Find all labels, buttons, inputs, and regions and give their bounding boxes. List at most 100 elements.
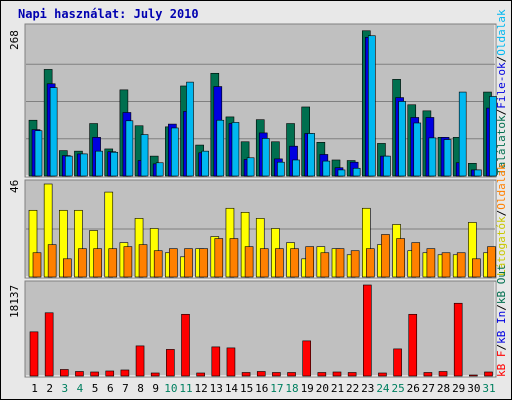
bar-oldalak-day-29 bbox=[458, 91, 467, 177]
bar-kb-f-day-17 bbox=[272, 372, 281, 377]
legend-item-tal-latok: Találatok bbox=[495, 115, 508, 175]
bar-oldalak-day-7 bbox=[125, 120, 134, 177]
bar-oldalak-day-4 bbox=[80, 153, 88, 177]
bar-oldalak-day-26 bbox=[413, 122, 422, 177]
bar-kb-f-day-5 bbox=[90, 371, 99, 377]
x-tick-label-day-24: 24 bbox=[376, 382, 390, 395]
bar-oldalak-day-25 bbox=[396, 238, 405, 278]
bar-kb-f-day-21 bbox=[332, 371, 342, 377]
bar-oldalak-day-29 bbox=[456, 252, 466, 278]
bar-kb-f-day-15 bbox=[241, 372, 251, 377]
x-tick-label-day-31: 31 bbox=[482, 382, 495, 395]
bar-kb-f-day-20 bbox=[317, 372, 327, 377]
x-tick-label-day-17: 17 bbox=[270, 382, 283, 395]
bar-oldalak-day-21 bbox=[337, 169, 346, 177]
bar-oldalak-day-21 bbox=[335, 248, 345, 278]
bar-oldalak-day-27 bbox=[428, 137, 437, 177]
bottom-panel-bars bbox=[29, 284, 493, 377]
legend-item-kb-in: kB In bbox=[495, 311, 508, 344]
x-tick-label-day-10: 10 bbox=[164, 382, 177, 395]
x-tick-label-day-19: 19 bbox=[301, 382, 314, 395]
bar-oldalak-day-24 bbox=[383, 155, 391, 177]
bar-oldalak-day-20 bbox=[320, 252, 330, 278]
bar-oldalak-day-28 bbox=[441, 252, 451, 278]
x-tick-label-day-16: 16 bbox=[255, 382, 268, 395]
x-tick-label-day-3: 3 bbox=[61, 382, 68, 395]
bar-oldalak-day-1 bbox=[32, 252, 42, 278]
bar-oldalak-day-7 bbox=[123, 246, 133, 278]
legend-separator: / bbox=[495, 210, 508, 217]
x-tick-label-day-2: 2 bbox=[46, 382, 53, 395]
bar-oldalak-day-19 bbox=[305, 246, 315, 278]
bar-oldalak-day-24 bbox=[381, 234, 390, 278]
middle-panel-bars bbox=[28, 183, 496, 278]
bar-oldalak-day-15 bbox=[246, 157, 255, 177]
bottom-panel-legend: kB F/kB In/kB Out bbox=[495, 264, 508, 377]
x-tick-label-day-22: 22 bbox=[346, 382, 359, 395]
bottom-panel-ymax-label: 18137 bbox=[8, 285, 21, 318]
bar-oldalak-day-22 bbox=[350, 250, 360, 278]
x-tick-label-day-26: 26 bbox=[407, 382, 420, 395]
bar-oldalak-day-17 bbox=[277, 161, 285, 177]
bar-oldalak-day-19 bbox=[307, 133, 316, 177]
legend-item-oldalak: Oldalak bbox=[495, 9, 508, 56]
bar-kb-f-day-3 bbox=[59, 369, 69, 377]
bar-kb-f-day-12 bbox=[196, 372, 205, 377]
x-axis-day-labels: 1 2 3 4 5 6 7 8 9 10 11 12 13 14 15 16 17 18 19 20 21 22 23 24 2… bbox=[31, 382, 495, 395]
x-tick-label-day-25: 25 bbox=[391, 382, 404, 395]
x-tick-label-day-18: 18 bbox=[285, 382, 298, 395]
x-tick-label-day-23: 23 bbox=[361, 382, 374, 395]
x-tick-label-day-6: 6 bbox=[107, 382, 114, 395]
top-panel-ymax-label: 268 bbox=[8, 30, 21, 50]
bar-oldalak-day-30 bbox=[474, 169, 482, 177]
legend-item-kb-f: kB F bbox=[495, 351, 508, 378]
bar-kb-f-day-4 bbox=[75, 371, 84, 377]
x-tick-label-day-15: 15 bbox=[240, 382, 253, 395]
bar-oldalak-day-13 bbox=[216, 119, 225, 177]
bar-oldalak-day-2 bbox=[47, 244, 57, 278]
bar-oldalak-day-20 bbox=[322, 160, 331, 177]
x-tick-label-day-13: 13 bbox=[210, 382, 223, 395]
top-panel-bars bbox=[28, 30, 497, 177]
legend-separator: / bbox=[495, 109, 508, 116]
bar-oldalak-day-15 bbox=[244, 246, 254, 278]
bar-kb-f-day-6 bbox=[105, 370, 115, 377]
bar-kb-f-day-26 bbox=[408, 313, 418, 377]
bar-oldalak-day-14 bbox=[231, 122, 240, 177]
x-tick-label-day-9: 9 bbox=[152, 382, 159, 395]
bar-oldalak-day-23 bbox=[367, 35, 376, 177]
bar-oldalak-day-11 bbox=[186, 81, 194, 177]
bar-kb-f-day-10 bbox=[166, 349, 175, 377]
bar-kb-f-day-27 bbox=[423, 372, 433, 377]
bar-oldalak-day-3 bbox=[62, 258, 72, 278]
bar-oldalak-day-26 bbox=[411, 242, 421, 278]
bar-kb-f-day-18 bbox=[287, 372, 296, 377]
bar-kb-f-day-23 bbox=[362, 284, 372, 377]
x-tick-label-day-28: 28 bbox=[437, 382, 450, 395]
bottom-panel-bg bbox=[24, 280, 497, 378]
bar-kb-f-day-14 bbox=[226, 347, 236, 377]
bar-kb-f-day-31 bbox=[484, 371, 493, 377]
bar-oldalak-day-5 bbox=[93, 248, 102, 278]
bar-oldalak-day-31 bbox=[489, 96, 497, 177]
bar-kb-f-day-19 bbox=[302, 340, 312, 377]
bar-oldalak-day-17 bbox=[275, 248, 284, 278]
bar-oldalak-day-30 bbox=[472, 258, 481, 278]
bar-oldalak-day-12 bbox=[201, 150, 209, 177]
bar-kb-f-day-2 bbox=[44, 312, 54, 377]
bar-oldalak-day-13 bbox=[214, 238, 224, 278]
bar-oldalak-day-18 bbox=[290, 248, 299, 278]
bar-oldalak-day-11 bbox=[184, 248, 193, 278]
bar-oldalak-day-5 bbox=[95, 150, 103, 177]
bar-kb-f-day-11 bbox=[181, 313, 190, 377]
legend-item-l-togat-k: Látogatók bbox=[495, 216, 508, 276]
bar-oldalak-day-31 bbox=[487, 246, 496, 278]
bar-kb-f-day-25 bbox=[393, 348, 402, 377]
bar-oldalak-day-18 bbox=[292, 159, 300, 177]
bar-kb-f-day-30 bbox=[469, 374, 478, 377]
bar-oldalak-day-4 bbox=[78, 248, 87, 278]
legend-top-text: Találatok/File-ok/Oldalak bbox=[495, 9, 508, 175]
middle-panel-ymax-label: 46 bbox=[8, 180, 21, 193]
x-tick-label-day-1: 1 bbox=[31, 382, 38, 395]
